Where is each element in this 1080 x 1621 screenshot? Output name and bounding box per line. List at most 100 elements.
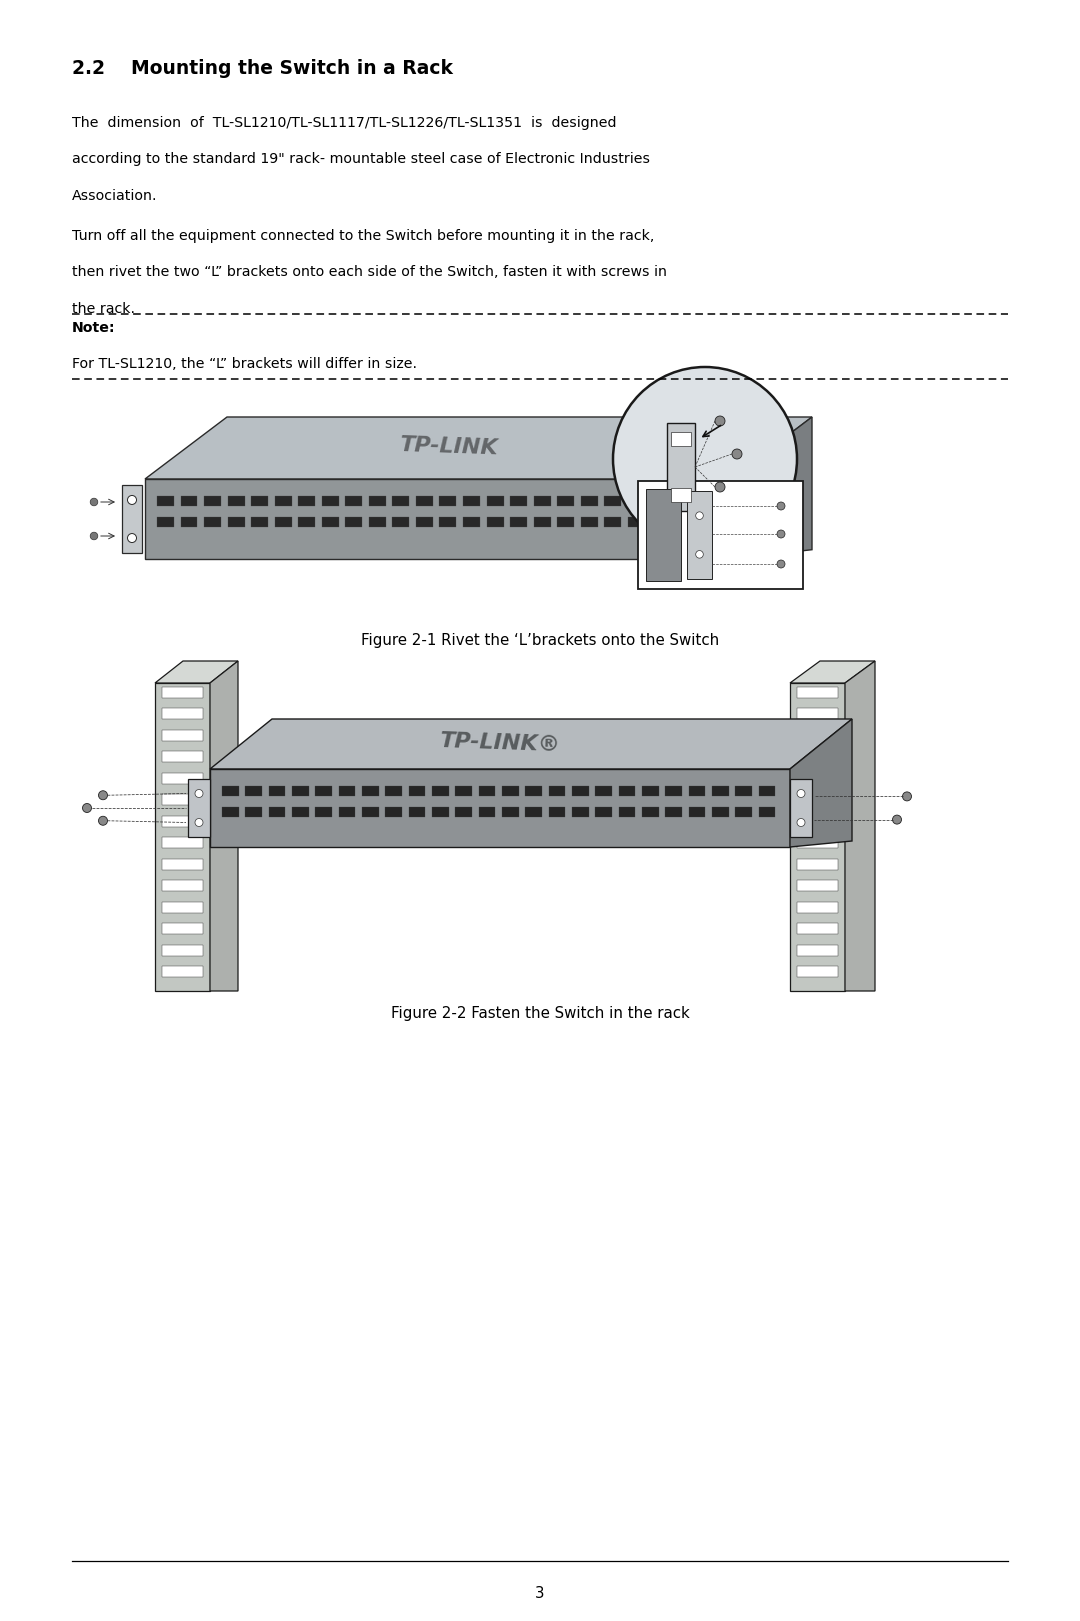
Bar [581, 496, 597, 506]
Polygon shape [789, 661, 875, 682]
Circle shape [127, 533, 136, 543]
Bar [712, 786, 729, 796]
Bar [456, 807, 472, 817]
Bar [797, 901, 838, 913]
Bar [162, 687, 203, 697]
Circle shape [195, 819, 203, 827]
Bar [595, 786, 612, 796]
Bar [572, 807, 589, 817]
Bar [162, 859, 203, 869]
Circle shape [715, 417, 725, 426]
Bar [689, 807, 705, 817]
Bar [605, 496, 621, 506]
Circle shape [127, 496, 136, 504]
Bar [665, 807, 683, 817]
Bar [339, 786, 355, 796]
Circle shape [696, 551, 703, 558]
Bar [162, 901, 203, 913]
Text: Turn off all the equipment connected to the Switch before mounting it in the rac: Turn off all the equipment connected to … [72, 229, 654, 243]
Bar [581, 517, 597, 527]
Bar [735, 807, 752, 817]
Text: TP-LINK: TP-LINK [400, 434, 499, 459]
Circle shape [892, 815, 902, 823]
Polygon shape [145, 478, 730, 559]
Bar [797, 859, 838, 869]
Bar [605, 517, 621, 527]
Circle shape [98, 791, 108, 799]
Bar [525, 807, 542, 817]
Bar [274, 496, 292, 506]
Bar [789, 780, 812, 836]
Bar [478, 807, 496, 817]
Bar [797, 966, 838, 977]
Bar [797, 922, 838, 934]
Bar [797, 729, 838, 741]
Text: Figure 2-2 Fasten the Switch in the rack: Figure 2-2 Fasten the Switch in the rack [391, 1007, 689, 1021]
Bar [797, 815, 838, 827]
Bar [797, 751, 838, 762]
Bar [162, 751, 203, 762]
Circle shape [195, 789, 203, 798]
Bar [638, 481, 804, 588]
Bar [557, 517, 575, 527]
Text: then rivet the two “L” brackets onto each side of the Switch, fasten it with scr: then rivet the two “L” brackets onto eac… [72, 266, 667, 279]
Bar [689, 786, 705, 796]
Bar [252, 517, 268, 527]
Bar [228, 517, 244, 527]
Bar [797, 880, 838, 892]
Text: according to the standard 19" rack- mountable steel case of Electronic Industrie: according to the standard 19" rack- moun… [72, 152, 650, 167]
Bar [478, 786, 496, 796]
Bar [315, 807, 333, 817]
Bar [180, 496, 198, 506]
Circle shape [91, 498, 98, 506]
Bar [619, 786, 635, 796]
Bar [369, 517, 386, 527]
Bar [675, 517, 692, 527]
Bar [252, 496, 268, 506]
Circle shape [903, 793, 912, 801]
Bar [667, 423, 696, 511]
Bar [440, 496, 457, 506]
Bar [502, 807, 518, 817]
Bar [346, 517, 362, 527]
Bar [642, 807, 659, 817]
Bar [675, 496, 692, 506]
Bar [627, 517, 645, 527]
Polygon shape [789, 682, 845, 990]
Bar [797, 773, 838, 783]
Bar [162, 880, 203, 892]
Bar [651, 496, 669, 506]
Circle shape [777, 530, 785, 538]
Bar [322, 517, 339, 527]
Bar [162, 945, 203, 955]
Circle shape [91, 532, 98, 540]
Bar [735, 786, 752, 796]
Bar [269, 786, 285, 796]
Bar [298, 496, 315, 506]
Bar [162, 773, 203, 783]
Bar [797, 794, 838, 806]
Bar [502, 786, 518, 796]
Bar [525, 786, 542, 796]
Bar [699, 517, 715, 527]
Polygon shape [156, 682, 210, 990]
Circle shape [98, 817, 108, 825]
Bar [651, 517, 669, 527]
Bar [298, 517, 315, 527]
Bar [534, 496, 551, 506]
Bar [274, 517, 292, 527]
Bar [463, 517, 480, 527]
Bar [642, 786, 659, 796]
Text: 2.2    Mounting the Switch in a Rack: 2.2 Mounting the Switch in a Rack [72, 58, 453, 78]
Bar [432, 807, 449, 817]
Bar [534, 517, 551, 527]
Bar [346, 496, 362, 506]
Bar [758, 786, 775, 796]
Text: For TL-SL1210, the “L” brackets will differ in size.: For TL-SL1210, the “L” brackets will dif… [72, 357, 417, 371]
Bar [456, 786, 472, 796]
Bar [162, 815, 203, 827]
Polygon shape [845, 661, 875, 990]
Bar [292, 807, 309, 817]
Polygon shape [210, 720, 852, 768]
Bar [549, 786, 566, 796]
